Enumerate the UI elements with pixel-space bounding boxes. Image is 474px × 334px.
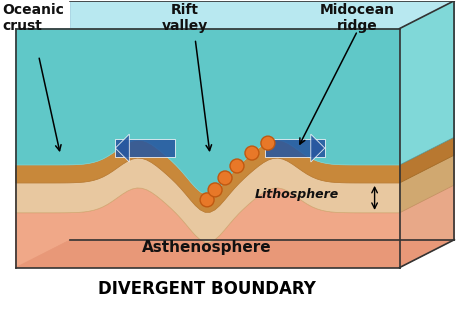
Text: Oceanic
crust: Oceanic crust [3,3,64,33]
Circle shape [261,136,275,150]
Polygon shape [311,134,325,162]
Polygon shape [115,134,129,162]
Polygon shape [400,155,455,213]
Text: Asthenosphere: Asthenosphere [142,240,272,255]
Polygon shape [16,140,400,212]
Polygon shape [16,158,400,242]
Circle shape [208,183,222,197]
Polygon shape [400,1,455,165]
Polygon shape [400,185,455,268]
Polygon shape [16,188,400,268]
Polygon shape [115,139,175,157]
Polygon shape [16,240,455,268]
Polygon shape [71,1,455,137]
Circle shape [245,146,259,160]
Circle shape [218,171,232,185]
Circle shape [200,193,214,207]
Text: Lithosphere: Lithosphere [255,188,339,201]
Polygon shape [400,137,455,183]
Text: DIVERGENT BOUNDARY: DIVERGENT BOUNDARY [98,281,316,299]
Polygon shape [265,139,325,157]
Polygon shape [16,29,400,194]
Text: Rift
valley: Rift valley [162,3,208,33]
Text: Midocean
ridge: Midocean ridge [320,3,395,33]
Circle shape [230,159,244,173]
